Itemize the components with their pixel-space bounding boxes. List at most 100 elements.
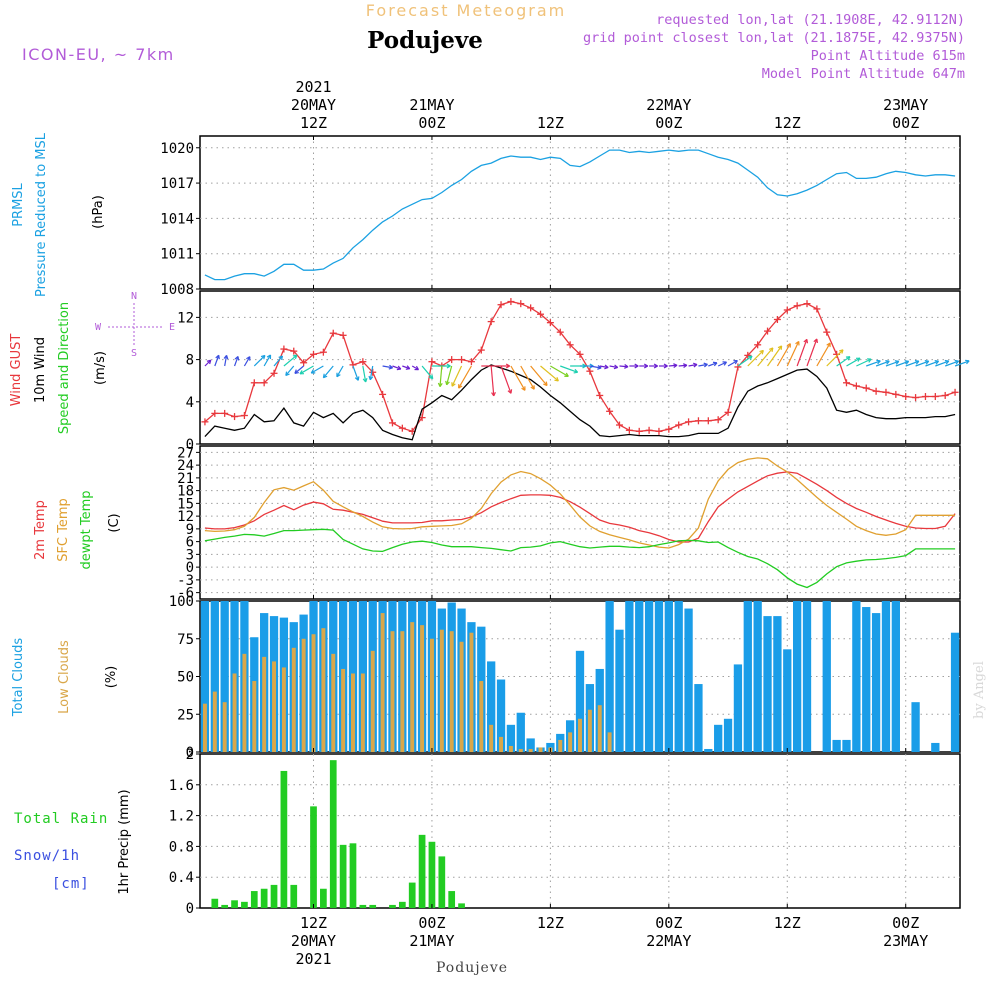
top-hour-label: 00Z [418,114,445,132]
gust-point [537,310,545,318]
wind-arrow [223,354,229,367]
low-cloud-bar [449,631,454,752]
total-cloud-bar [763,616,772,752]
low-cloud-bar [341,668,346,752]
rain-bar [339,844,347,908]
precip-panel-labels: Total Rain Snow/1h [cm] 1hr Precip (mm) [14,789,132,894]
wind-arrow [698,362,708,368]
plot-layer: 1008101110141017102004812-6-303691215182… [160,78,970,968]
gust-point [793,302,801,310]
low-cloud-bar [202,703,207,752]
compass-north: N [131,291,137,302]
total-cloud-bar [605,601,614,752]
wind-arrow [520,365,535,390]
low-cloud-bar [380,613,385,752]
wind-arrow [905,360,920,367]
y-tick-label: 0 [186,560,194,576]
low-clouds-label: Low Clouds [57,640,72,714]
wind-arrow [550,365,569,377]
gust-point [240,412,248,420]
y-tick-label: 6 [186,535,194,551]
gust-point [211,409,219,417]
wind-arrow [954,359,970,367]
gust-point [892,390,900,398]
bottom-hour-label: 12Z [774,914,801,932]
y-tick-label: 2 [186,747,194,763]
wind-arrow [560,365,579,374]
compass-south: S [131,348,137,359]
y-tick-label: 1017 [160,176,194,192]
gust-point [813,305,821,313]
chart-subtitle: Forecast Meteogram [366,1,566,20]
wind-arrow [362,365,368,383]
low-cloud-bar [232,673,237,752]
total-cloud-bar [526,738,535,752]
total-cloud-bar [822,601,831,752]
total-cloud-bar [654,601,664,752]
total-cloud-bar [723,718,733,752]
rain-bar [280,770,288,908]
rain-bar [320,888,327,908]
gust-point [310,350,318,358]
wind-arrow [510,365,526,391]
total-cloud-bar [891,601,900,752]
prmsl-label: PRMSL [11,182,26,226]
gust-point [398,424,406,432]
wind-arrow [431,363,451,369]
wind-arrow [530,365,548,387]
bottom-year-label: 2021 [295,950,331,968]
panel-frame [199,445,961,600]
total-cloud-bar [506,724,516,752]
y-tick-label: -6 [177,586,194,602]
wind-label: 10m Wind [33,337,48,403]
total-cloud-bar [802,601,812,752]
gust-point [221,409,229,417]
low-cloud-bar [518,748,523,752]
gust-point [576,350,584,358]
low-cloud-bar [390,631,395,752]
y-tick-label: 27 [177,445,194,461]
bottom-date-label: 21MAY [409,932,454,950]
rain-bar [221,904,229,908]
wind-arrow [490,365,496,397]
top-year-label: 2021 [295,78,331,96]
gust-point [329,329,337,337]
rain-bar [310,806,317,908]
total-cloud-bar [674,601,683,752]
pressure-unit: (hPa) [91,195,106,229]
wind-arrow [368,365,374,381]
wind-arrow [481,363,510,369]
total-cloud-bar [664,601,673,752]
wind-arrow [649,363,658,369]
wind-arrow [826,349,844,367]
total-cloud-bar [871,613,881,752]
wind-arrow [757,347,774,367]
wind-arrow [944,359,960,367]
y-tick-label: 18 [177,484,194,500]
gust-point [201,418,209,426]
model-altitude: Model Point Altitude 647m [762,66,965,82]
compass-rose: N S W E [95,291,175,359]
wind-arrow [629,363,639,369]
wind-arrow [402,365,411,370]
y-tick-label: 9 [186,522,194,538]
wind-arrow [688,362,698,368]
footer-location: Podujeve [436,960,508,976]
wind-arrows [204,338,970,397]
gust-point [655,427,663,435]
wind-arrow [392,365,402,371]
gust-point [803,300,811,308]
wind-arrow [767,345,783,367]
grid-point-coords: grid point closest lon,lat (21.1875E, 42… [583,30,965,46]
y-tick-label: 1011 [160,247,194,263]
cloud-unit: (%) [104,666,119,689]
low-cloud-bar [400,631,405,752]
total-cloud-bar [931,742,940,752]
wind-arrow [708,361,718,367]
wind-arrow [935,359,950,367]
chart-title: Podujeve [367,27,483,54]
wind-arrow [263,354,272,367]
total-cloud-bar [200,601,210,752]
gust-point [734,363,742,371]
